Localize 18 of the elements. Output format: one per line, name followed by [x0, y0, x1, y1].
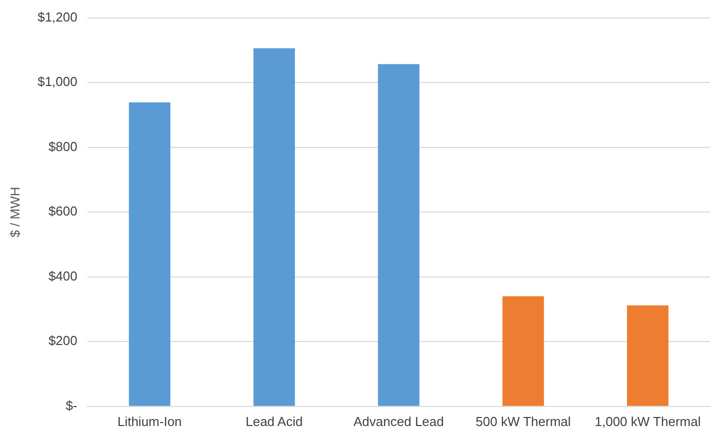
- x-tick-label: Lead Acid: [246, 414, 303, 429]
- bar: [378, 64, 420, 406]
- y-tick-label: $200: [48, 333, 78, 348]
- y-axis-title: $ / MWH: [7, 186, 22, 238]
- x-tick-label: 500 kW Thermal: [476, 414, 571, 429]
- y-tick-label: $400: [48, 268, 78, 284]
- y-tick-label: $800: [48, 138, 78, 154]
- x-tick-label: Lithium-Ion: [117, 414, 182, 429]
- y-tick-label: $1,200: [38, 9, 78, 24]
- bar: [627, 305, 668, 406]
- x-tick-label: Advanced Lead: [354, 414, 444, 429]
- y-tick-label: $600: [48, 204, 78, 219]
- y-tick-label: $-: [66, 398, 78, 413]
- y-tick-label: $1,000: [38, 74, 78, 90]
- x-tick-label: 1,000 kW Thermal: [594, 414, 701, 429]
- bar: [128, 102, 170, 406]
- bar: [502, 296, 544, 406]
- bar: [253, 48, 295, 406]
